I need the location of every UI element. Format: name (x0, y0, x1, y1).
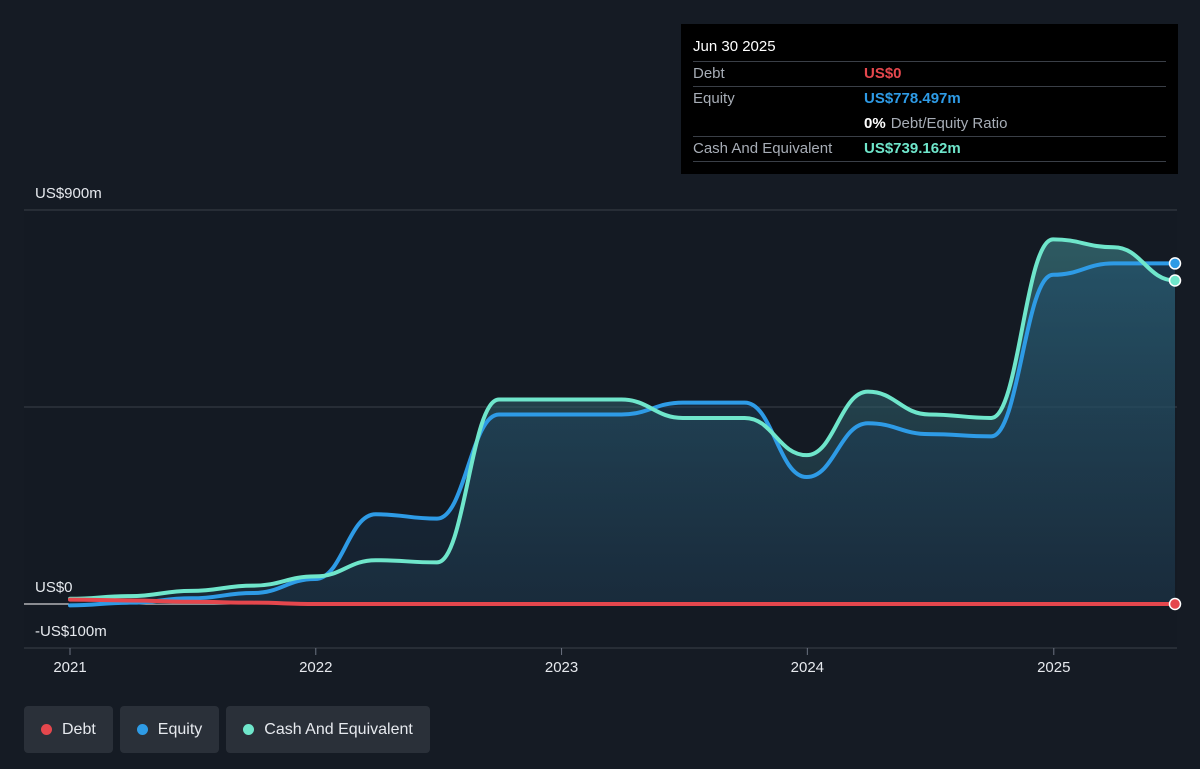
legend-item-cash[interactable]: Cash And Equivalent (226, 706, 430, 753)
cash-end-point (1168, 274, 1182, 287)
legend-label-debt: Debt (62, 720, 96, 738)
debt-dot-icon (41, 724, 52, 735)
legend-item-debt[interactable]: Debt (24, 706, 113, 753)
tooltip-cash-value: US$739.162m (864, 140, 961, 157)
data-tooltip: Jun 30 2025 Debt US$0 Equity US$778.497m… (681, 24, 1178, 174)
tooltip-debt-value: US$0 (864, 65, 902, 82)
tooltip-equity-label: Equity (693, 90, 735, 107)
y-tick-label: US$900m (35, 185, 102, 202)
x-tick-label: 2023 (545, 659, 578, 676)
tooltip-debt-label: Debt (693, 65, 725, 82)
legend-label-cash: Cash And Equivalent (264, 720, 413, 738)
legend-label-equity: Equity (157, 720, 203, 738)
tooltip-ratio-value: 0% (864, 115, 886, 132)
tooltip-row-equity: Equity US$778.497m (693, 86, 1166, 111)
equity-dot-icon (136, 724, 148, 735)
tooltip-date: Jun 30 2025 (693, 38, 776, 55)
x-tick-label: 2021 (53, 659, 86, 676)
y-tick-label: US$0 (35, 579, 73, 596)
end-markers (1168, 257, 1182, 611)
tooltip-row-debt: Debt US$0 (693, 61, 1166, 86)
chart-legend: Debt Equity Cash And Equivalent (24, 706, 430, 753)
y-tick-label: -US$100m (35, 623, 107, 640)
cash-dot-icon (243, 724, 255, 735)
tooltip-row-ratio: 0% Debt/Equity Ratio (693, 111, 1166, 136)
x-tick-label: 2025 (1037, 659, 1070, 676)
legend-item-equity[interactable]: Equity (119, 706, 220, 753)
cash-line (68, 237, 1177, 601)
tooltip-row-cash: Cash And Equivalent US$739.162m (693, 136, 1166, 162)
x-tick-label: 2022 (299, 659, 332, 676)
tooltip-ratio-label: Debt/Equity Ratio (890, 115, 1008, 132)
equity-line (68, 261, 1177, 608)
tooltip-equity-value: US$778.497m (864, 90, 961, 107)
series-areas (70, 239, 1175, 606)
equity-end-point (1168, 257, 1182, 270)
series-lines (68, 237, 1177, 608)
debt-line (68, 597, 1177, 607)
x-tick-label: 2024 (791, 659, 824, 676)
y-axis-labels: US$900m US$0 -US$100m (35, 185, 107, 640)
tooltip-cash-label: Cash And Equivalent (693, 140, 833, 157)
debt-end-point (1168, 597, 1182, 611)
equity-area (70, 263, 1175, 606)
x-axis-labels: 2021 2022 2023 2024 2025 (53, 648, 1070, 676)
